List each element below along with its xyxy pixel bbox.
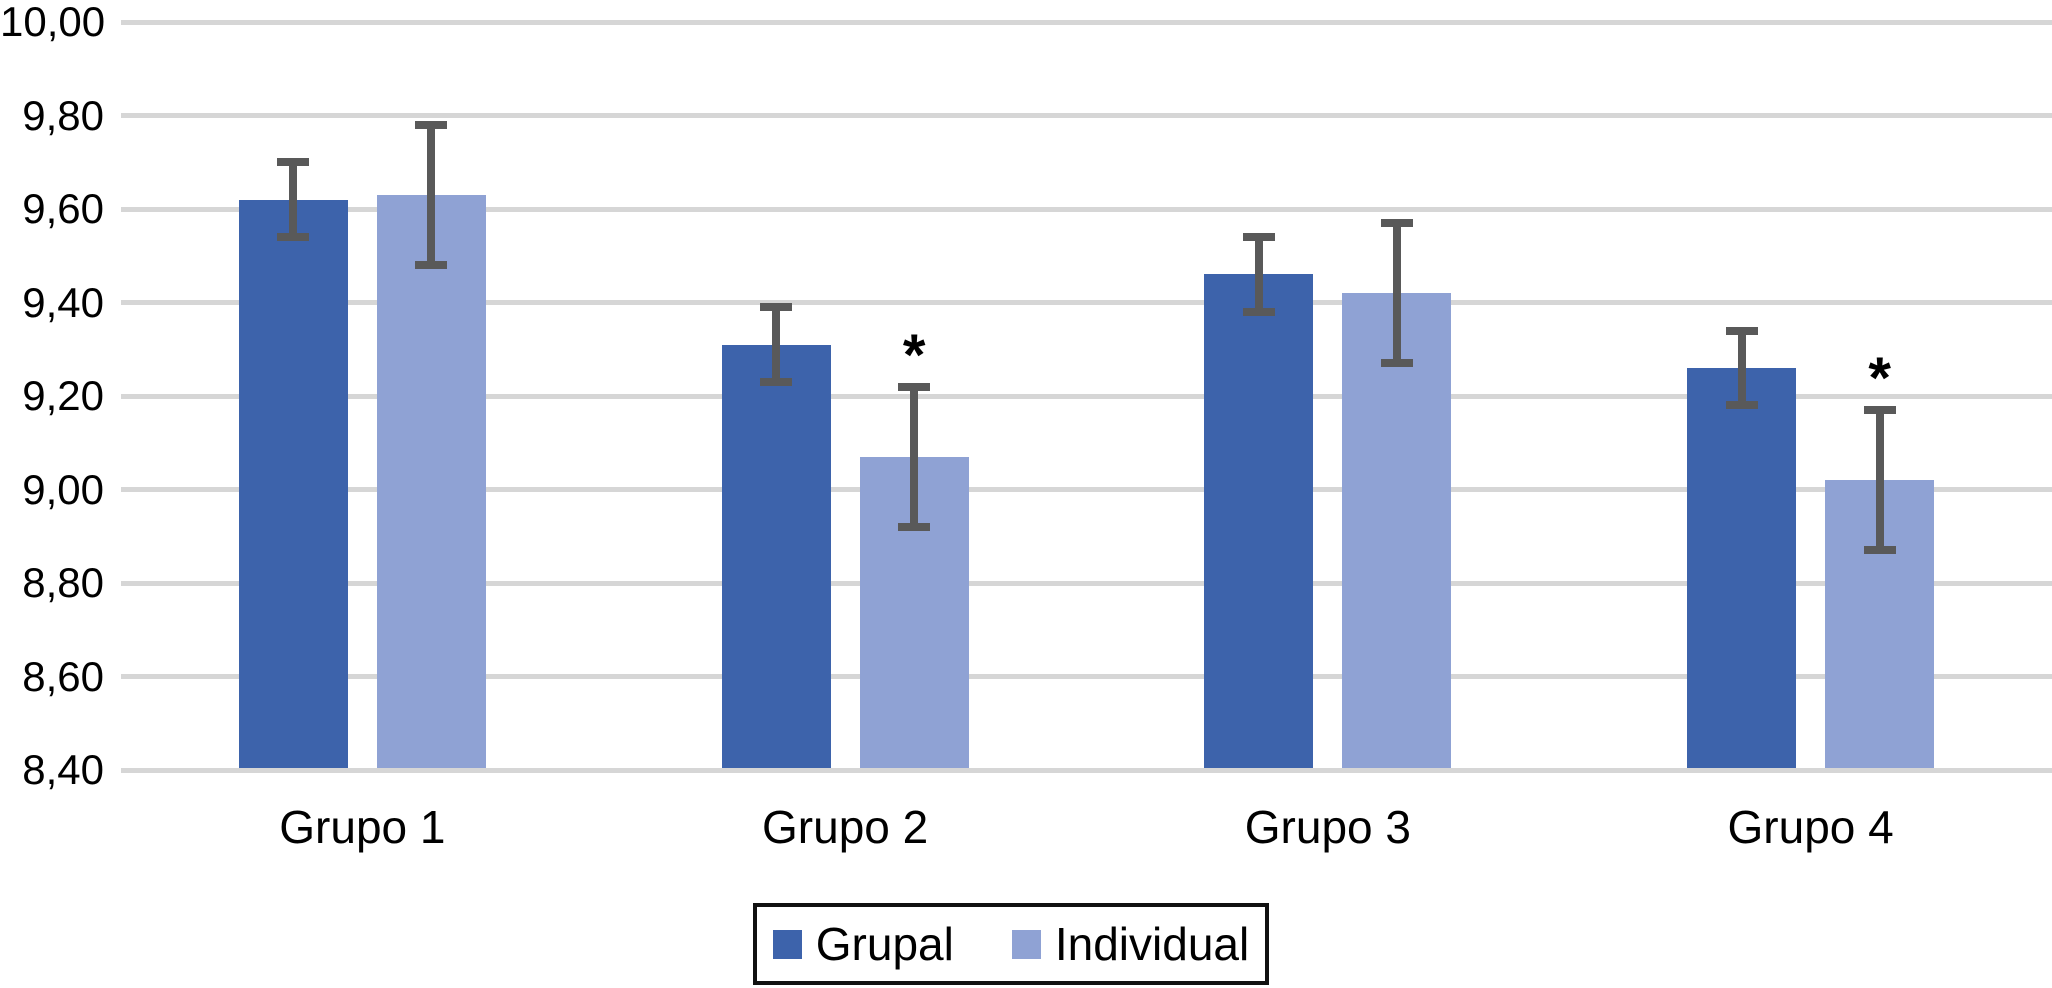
error-bar-line xyxy=(427,124,436,266)
error-bar-cap-top xyxy=(277,158,310,167)
gridline xyxy=(121,393,2052,399)
bar-individual-grupo1 xyxy=(376,194,486,768)
error-bar-line xyxy=(772,307,781,382)
x-category-label: Grupo 2 xyxy=(762,801,929,853)
gridline xyxy=(121,487,2052,492)
y-tick-label: 9,00 xyxy=(22,465,104,513)
significance-asterisk: * xyxy=(1868,346,1891,412)
error-bar-cap-bottom xyxy=(760,377,793,386)
y-tick-label: 8,40 xyxy=(22,746,104,793)
x-category-label: Grupo 1 xyxy=(279,801,446,853)
bar-grupal-grupo1 xyxy=(238,199,348,768)
error-bar-cap-top xyxy=(1863,406,1896,415)
x-category-label: Grupo 4 xyxy=(1727,801,1894,853)
bar-grupal-grupo3 xyxy=(1204,274,1314,768)
error-bar-cap-top xyxy=(1725,326,1758,335)
gridline xyxy=(121,674,2052,679)
error-bar-cap-top xyxy=(760,303,793,312)
error-bar-cap-bottom xyxy=(277,233,310,242)
bar-grupal-grupo2 xyxy=(721,344,831,768)
legend-swatch-grupal-icon xyxy=(772,929,802,959)
error-bar-cap-top xyxy=(415,120,448,129)
y-tick-label: 9,80 xyxy=(22,91,104,139)
y-tick-label: 9,40 xyxy=(22,278,104,326)
gridline xyxy=(121,206,2052,212)
legend-swatch-individual-icon xyxy=(1011,929,1041,959)
legend-label-grupal: Grupal xyxy=(815,918,954,970)
y-tick-label: 9,60 xyxy=(22,185,104,232)
error-bar-line xyxy=(1875,410,1884,551)
gridline xyxy=(121,300,2052,305)
error-bar-cap-bottom xyxy=(1863,546,1896,555)
error-bar-cap-top xyxy=(898,382,931,391)
bar-grupal-grupo4 xyxy=(1687,367,1797,768)
legend-item-grupal: Grupal xyxy=(772,917,954,971)
error-bar-cap-bottom xyxy=(1242,307,1275,316)
error-bar-cap-top xyxy=(1380,219,1413,228)
y-tick-label: 8,60 xyxy=(22,652,104,700)
legend: Grupal Individual xyxy=(753,903,1269,985)
legend-label-individual: Individual xyxy=(1054,918,1250,970)
significance-asterisk: * xyxy=(902,322,926,388)
error-bar-cap-bottom xyxy=(415,261,448,270)
error-bar-cap-bottom xyxy=(898,522,931,531)
error-bar-line xyxy=(910,386,919,527)
y-tick-label: 10,00 xyxy=(0,0,106,45)
error-bar-line xyxy=(289,162,298,238)
gridline xyxy=(121,580,2052,586)
error-bar-cap-bottom xyxy=(1380,359,1413,368)
x-category-label: Grupo 3 xyxy=(1244,801,1411,853)
gridline xyxy=(121,767,2052,773)
error-bar-cap-top xyxy=(1242,233,1275,242)
y-tick-label: 8,80 xyxy=(22,559,104,606)
y-tick-label: 9,20 xyxy=(22,372,104,419)
error-bar-line xyxy=(1392,223,1401,364)
bar-individual-grupo3 xyxy=(1342,293,1452,768)
legend-item-individual: Individual xyxy=(1011,917,1250,971)
gridline xyxy=(121,113,2052,118)
gridline xyxy=(121,19,2052,25)
error-bar-line xyxy=(1254,237,1263,312)
error-bar-cap-bottom xyxy=(1725,401,1758,410)
error-bar-line xyxy=(1737,330,1746,406)
